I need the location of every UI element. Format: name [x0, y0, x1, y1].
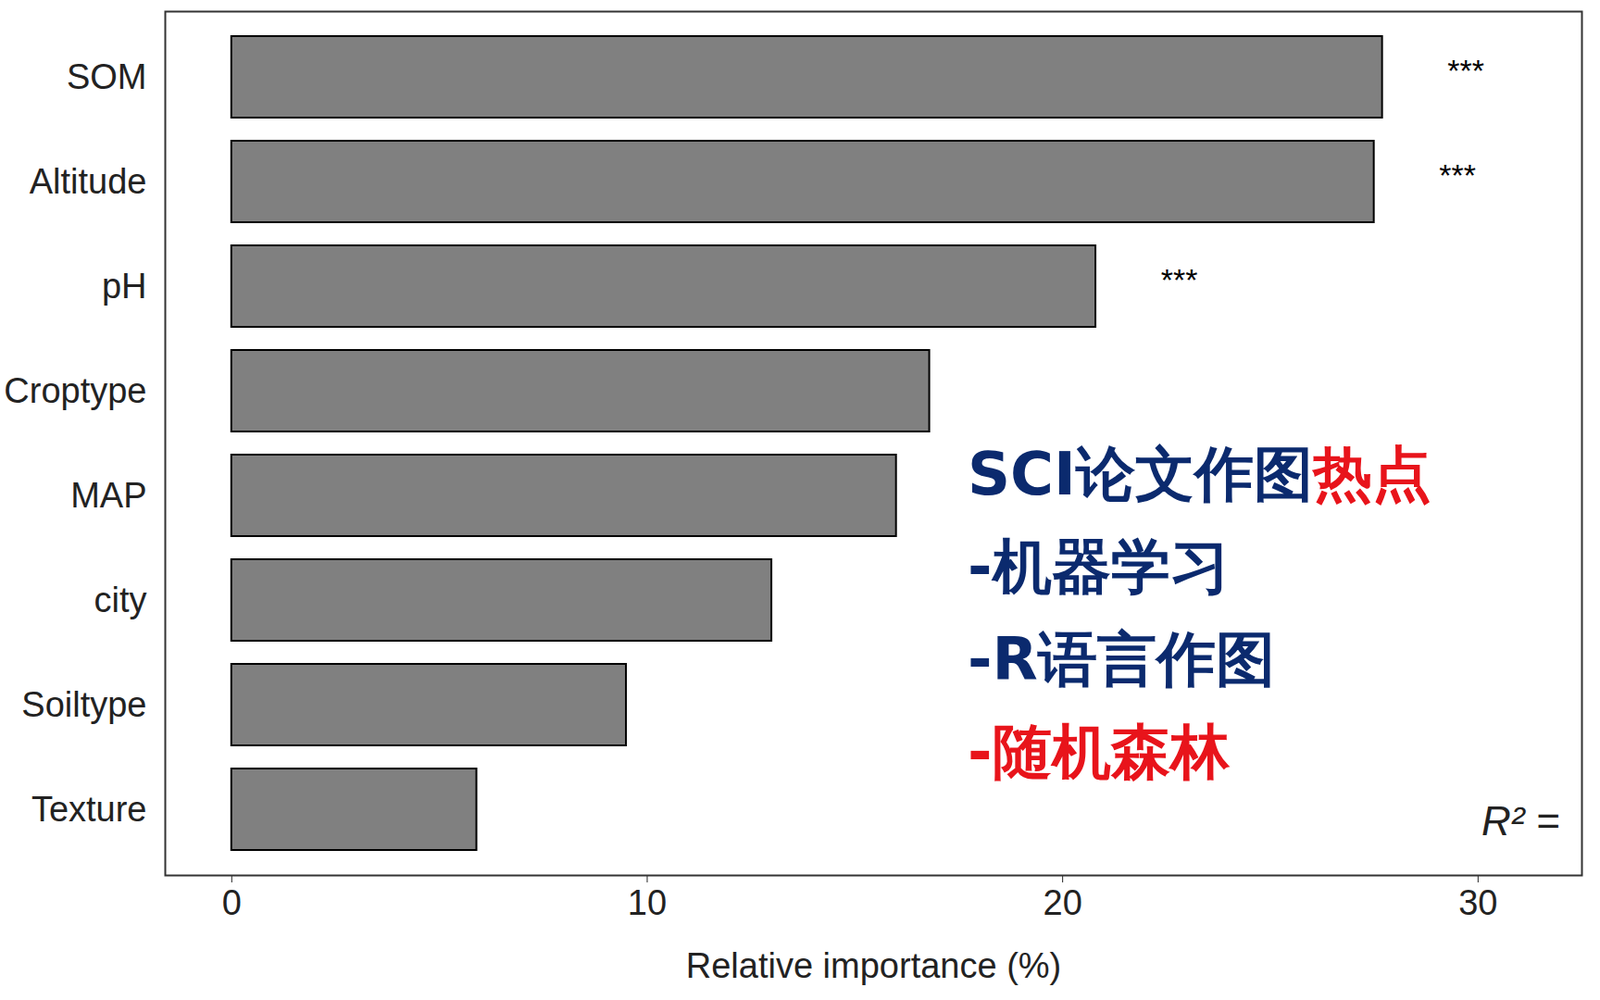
svg-text:10: 10	[627, 883, 667, 923]
svg-text:SOM: SOM	[66, 57, 148, 97]
svg-text:Soiltype: Soiltype	[21, 685, 147, 725]
svg-text:city: city	[94, 580, 148, 620]
svg-text:***: ***	[1161, 262, 1199, 298]
html-text:-机器学习: -机器学习	[967, 532, 1230, 601]
svg-text:pH: pH	[101, 266, 148, 306]
svg-text:***: ***	[1438, 157, 1476, 193]
svg-text:MAP: MAP	[70, 475, 147, 515]
svg-text:Croptype: Croptype	[3, 371, 147, 411]
html-text:-随机森林: -随机森林	[967, 717, 1230, 787]
svg-text:30: 30	[1458, 883, 1498, 923]
svg-text:0: 0	[222, 883, 242, 923]
svg-text:Texture: Texture	[31, 789, 148, 829]
svg-text:20: 20	[1043, 883, 1083, 923]
html-text:SCI论文作图热点: SCI论文作图热点	[967, 439, 1432, 509]
svg-text:***: ***	[1447, 52, 1485, 88]
html-text:-R语言作图: -R语言作图	[967, 625, 1275, 694]
svg-text:Relative importance (%): Relative importance (%)	[686, 946, 1062, 986]
html-text:R² =: R² =	[1481, 798, 1560, 844]
svg-text:Altitude: Altitude	[29, 162, 148, 201]
